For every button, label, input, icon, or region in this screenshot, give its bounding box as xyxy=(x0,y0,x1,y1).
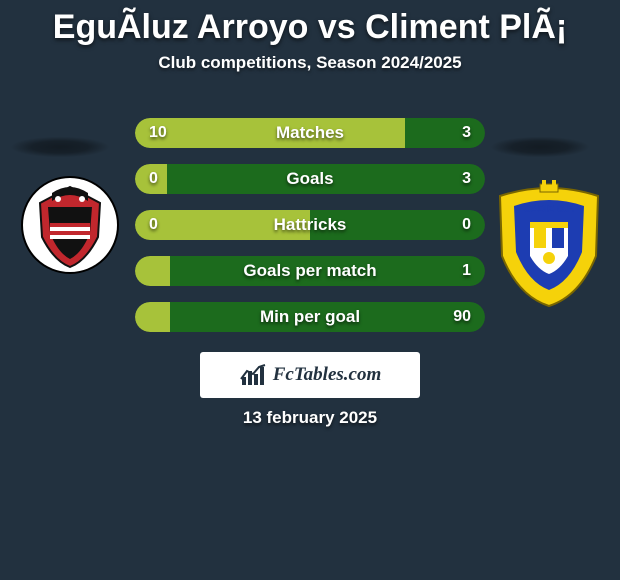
stat-bar-left xyxy=(135,210,310,240)
right-shadow-ellipse xyxy=(490,137,590,158)
page-title: EguÃ­luz Arroyo vs Climent PlÃ¡ xyxy=(0,0,620,47)
stat-bar-left xyxy=(135,256,170,286)
stat-bar-right xyxy=(170,256,485,286)
stat-bar-right xyxy=(310,210,485,240)
stat-row: Goals03 xyxy=(135,164,485,194)
stat-bar-track xyxy=(135,210,485,240)
stat-bar-right xyxy=(167,164,486,194)
right-club-crest: CADIZ C.F. xyxy=(490,178,608,308)
subtitle: Club competitions, Season 2024/2025 xyxy=(0,53,620,73)
stat-bar-track xyxy=(135,164,485,194)
date-label: 13 february 2025 xyxy=(0,408,620,428)
stat-bar-left xyxy=(135,164,167,194)
left-shadow-ellipse xyxy=(10,137,110,158)
stat-bar-track xyxy=(135,118,485,148)
fctables-logo-text: FcTables.com xyxy=(273,364,382,386)
cadiz-crest-icon: CADIZ C.F. xyxy=(490,178,608,308)
bars-chart-icon xyxy=(239,361,267,389)
fctables-logo: FcTables.com xyxy=(200,352,420,398)
stat-bar-track xyxy=(135,302,485,332)
stat-bar-right xyxy=(405,118,486,148)
stat-bar-left xyxy=(135,118,405,148)
svg-text:CADIZ C.F.: CADIZ C.F. xyxy=(523,204,574,215)
stat-row: Hattricks00 xyxy=(135,210,485,240)
left-club-crest xyxy=(20,175,120,275)
mirandes-crest-icon xyxy=(20,175,120,275)
comparison-bars: Matches103 Goals03 Hattricks00 Goals per ma… xyxy=(135,118,485,348)
stat-row: Goals per match1 xyxy=(135,256,485,286)
stat-row: Min per goal90 xyxy=(135,302,485,332)
stat-bar-right xyxy=(170,302,485,332)
stat-bar-left xyxy=(135,302,170,332)
stat-bar-track xyxy=(135,256,485,286)
stat-row: Matches103 xyxy=(135,118,485,148)
